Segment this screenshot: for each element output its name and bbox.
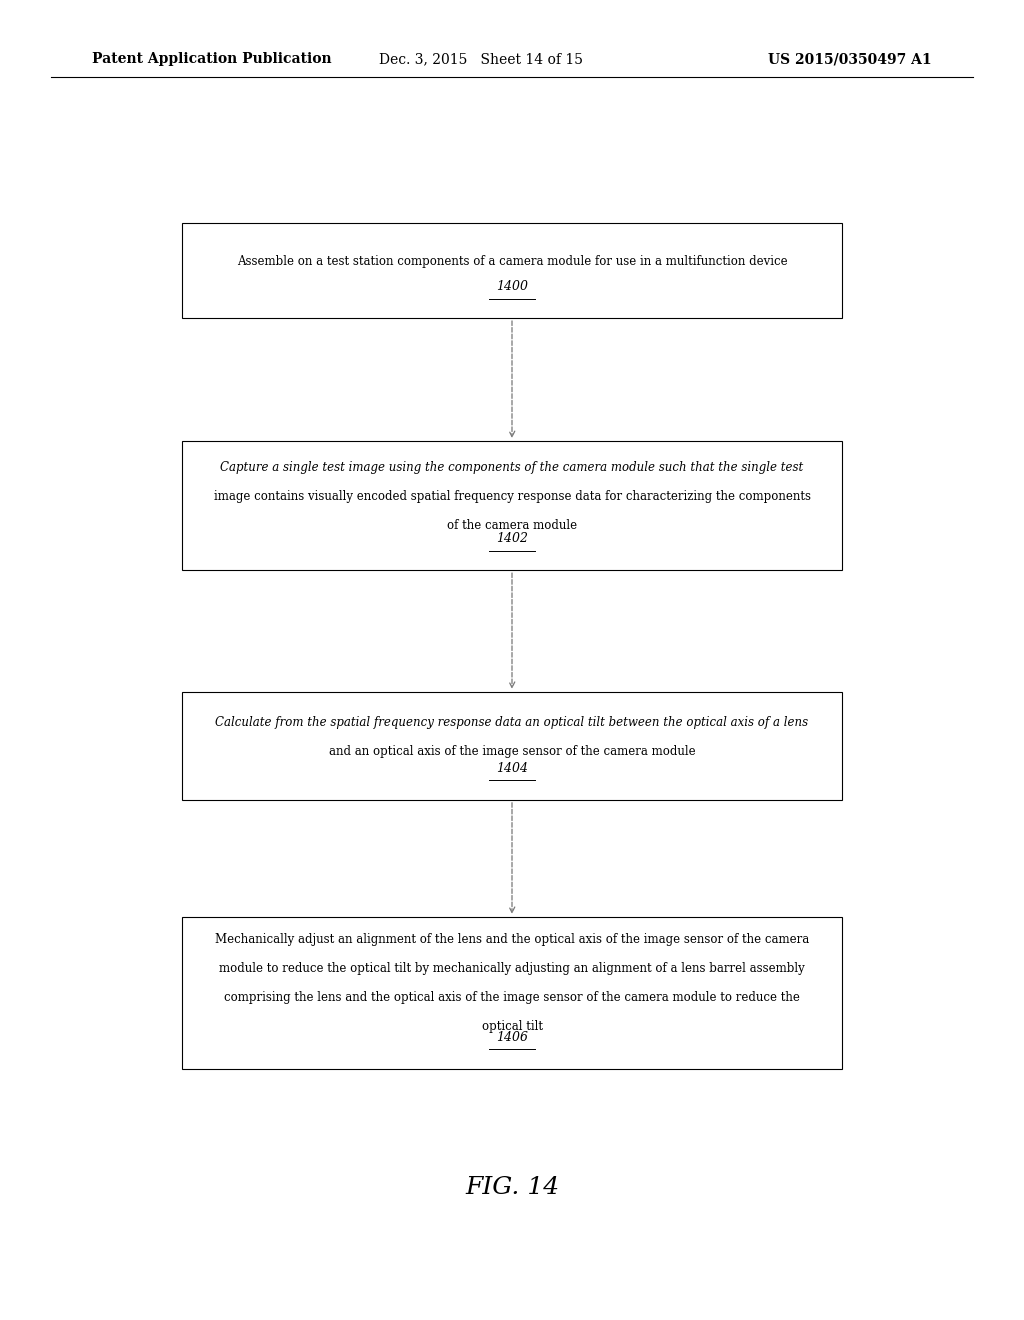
Text: Calculate from the spatial frequency response data an optical tilt between the o: Calculate from the spatial frequency res…	[215, 715, 809, 729]
Text: US 2015/0350497 A1: US 2015/0350497 A1	[768, 53, 932, 66]
Text: 1404: 1404	[496, 762, 528, 775]
Text: of the camera module: of the camera module	[446, 519, 578, 532]
Text: module to reduce the optical tilt by mechanically adjusting an alignment of a le: module to reduce the optical tilt by mec…	[219, 962, 805, 975]
Text: comprising the lens and the optical axis of the image sensor of the camera modul: comprising the lens and the optical axis…	[224, 991, 800, 1005]
Text: optical tilt: optical tilt	[481, 1020, 543, 1034]
Text: Dec. 3, 2015   Sheet 14 of 15: Dec. 3, 2015 Sheet 14 of 15	[379, 53, 584, 66]
Text: 1406: 1406	[496, 1031, 528, 1044]
Text: FIG. 14: FIG. 14	[465, 1176, 559, 1200]
Text: 1402: 1402	[496, 532, 528, 545]
Text: Patent Application Publication: Patent Application Publication	[92, 53, 332, 66]
Text: Mechanically adjust an alignment of the lens and the optical axis of the image s: Mechanically adjust an alignment of the …	[215, 933, 809, 946]
FancyBboxPatch shape	[182, 916, 842, 1069]
Text: Assemble on a test station components of a camera module for use in a multifunct: Assemble on a test station components of…	[237, 255, 787, 268]
Text: image contains visually encoded spatial frequency response data for characterizi: image contains visually encoded spatial …	[213, 490, 811, 503]
Text: and an optical axis of the image sensor of the camera module: and an optical axis of the image sensor …	[329, 744, 695, 758]
FancyBboxPatch shape	[182, 223, 842, 318]
FancyBboxPatch shape	[182, 692, 842, 800]
Text: Capture a single test image using the components of the camera module such that : Capture a single test image using the co…	[220, 461, 804, 474]
Text: 1400: 1400	[496, 280, 528, 293]
FancyBboxPatch shape	[182, 441, 842, 570]
